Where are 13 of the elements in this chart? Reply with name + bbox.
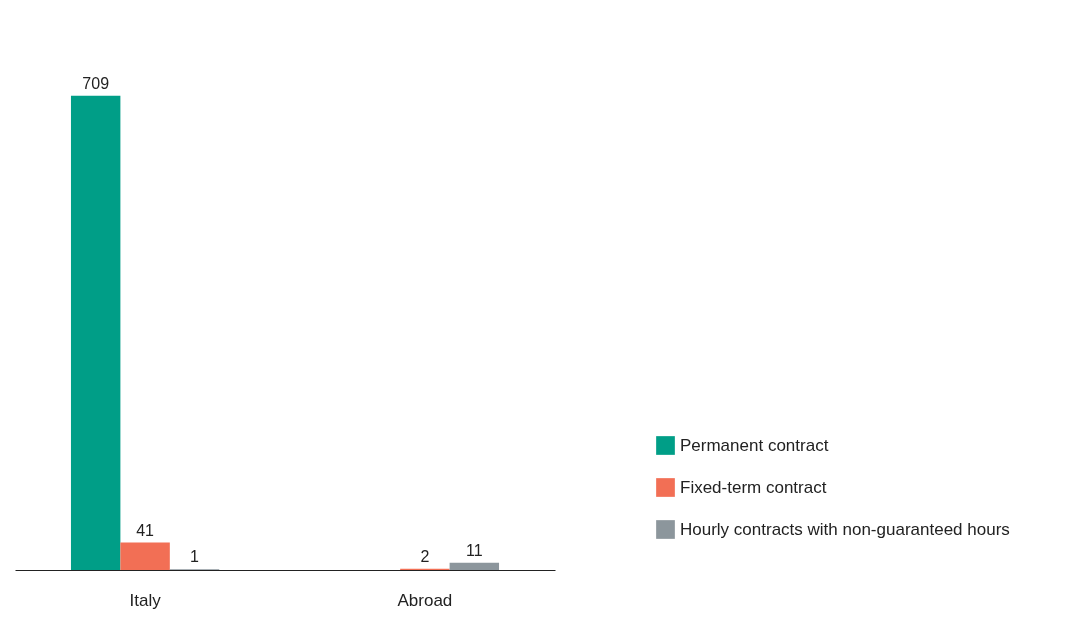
legend-label: Hourly contracts with non-guaranteed hours [680,519,1010,539]
bar [70,95,121,570]
bar [449,562,500,570]
bar [120,542,170,570]
x-tick-label: Abroad [397,590,453,610]
x-tick-label: Italy [129,590,162,610]
data-label: 11 [466,541,483,559]
data-label: 1 [190,548,200,566]
data-label: 709 [82,74,110,92]
legend-label: Fixed-term contract [680,477,827,497]
data-label: 41 [136,521,155,539]
data-label: 2 [420,547,430,565]
legend-label: Permanent contract [680,435,829,455]
